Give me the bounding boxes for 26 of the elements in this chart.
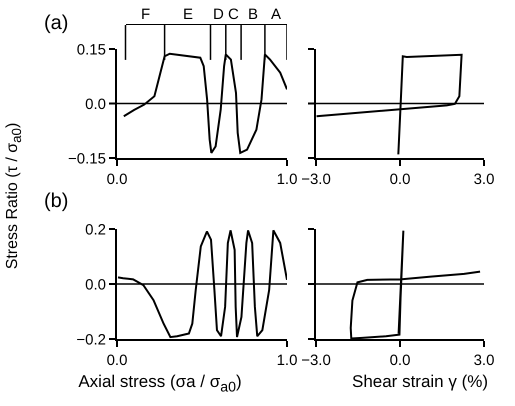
chart-title: (b) (44, 190, 68, 213)
x-tick-label: 0.0 (106, 352, 128, 369)
x-tick-label: 0.0 (390, 171, 410, 188)
text: F (141, 6, 150, 23)
chart-title: (a) (44, 12, 68, 35)
x-tick-label: 1.0 (276, 171, 298, 188)
x-tick-label: −3.0 (301, 171, 331, 188)
x-tick-label: 0.0 (390, 352, 410, 369)
text: E (183, 6, 194, 23)
x-tick-label: 1.0 (276, 352, 298, 369)
y-tick-label: −0.2 (76, 331, 106, 348)
x-tick-label: −3.0 (301, 352, 331, 369)
y-tick-label: 0.0 (85, 276, 106, 294)
y-tick-label: −0.15 (68, 150, 106, 168)
y-tick-label: 0.15 (76, 41, 106, 58)
text: A (271, 6, 282, 23)
x-axis-title: Shear strain γ (%) (352, 372, 488, 392)
text: D (213, 6, 224, 23)
y-tick-label: 0.2 (85, 221, 106, 238)
y-tick-label: 0.0 (85, 96, 106, 113)
x-axis-title: Axial stress (σa / σ$_{a0}$) (78, 372, 242, 396)
text: C (228, 6, 239, 23)
x-tick-label: 3.0 (474, 171, 494, 188)
text: B (248, 6, 258, 23)
x-tick-label: 3.0 (474, 352, 494, 369)
x-tick-label: 0.0 (106, 171, 128, 188)
